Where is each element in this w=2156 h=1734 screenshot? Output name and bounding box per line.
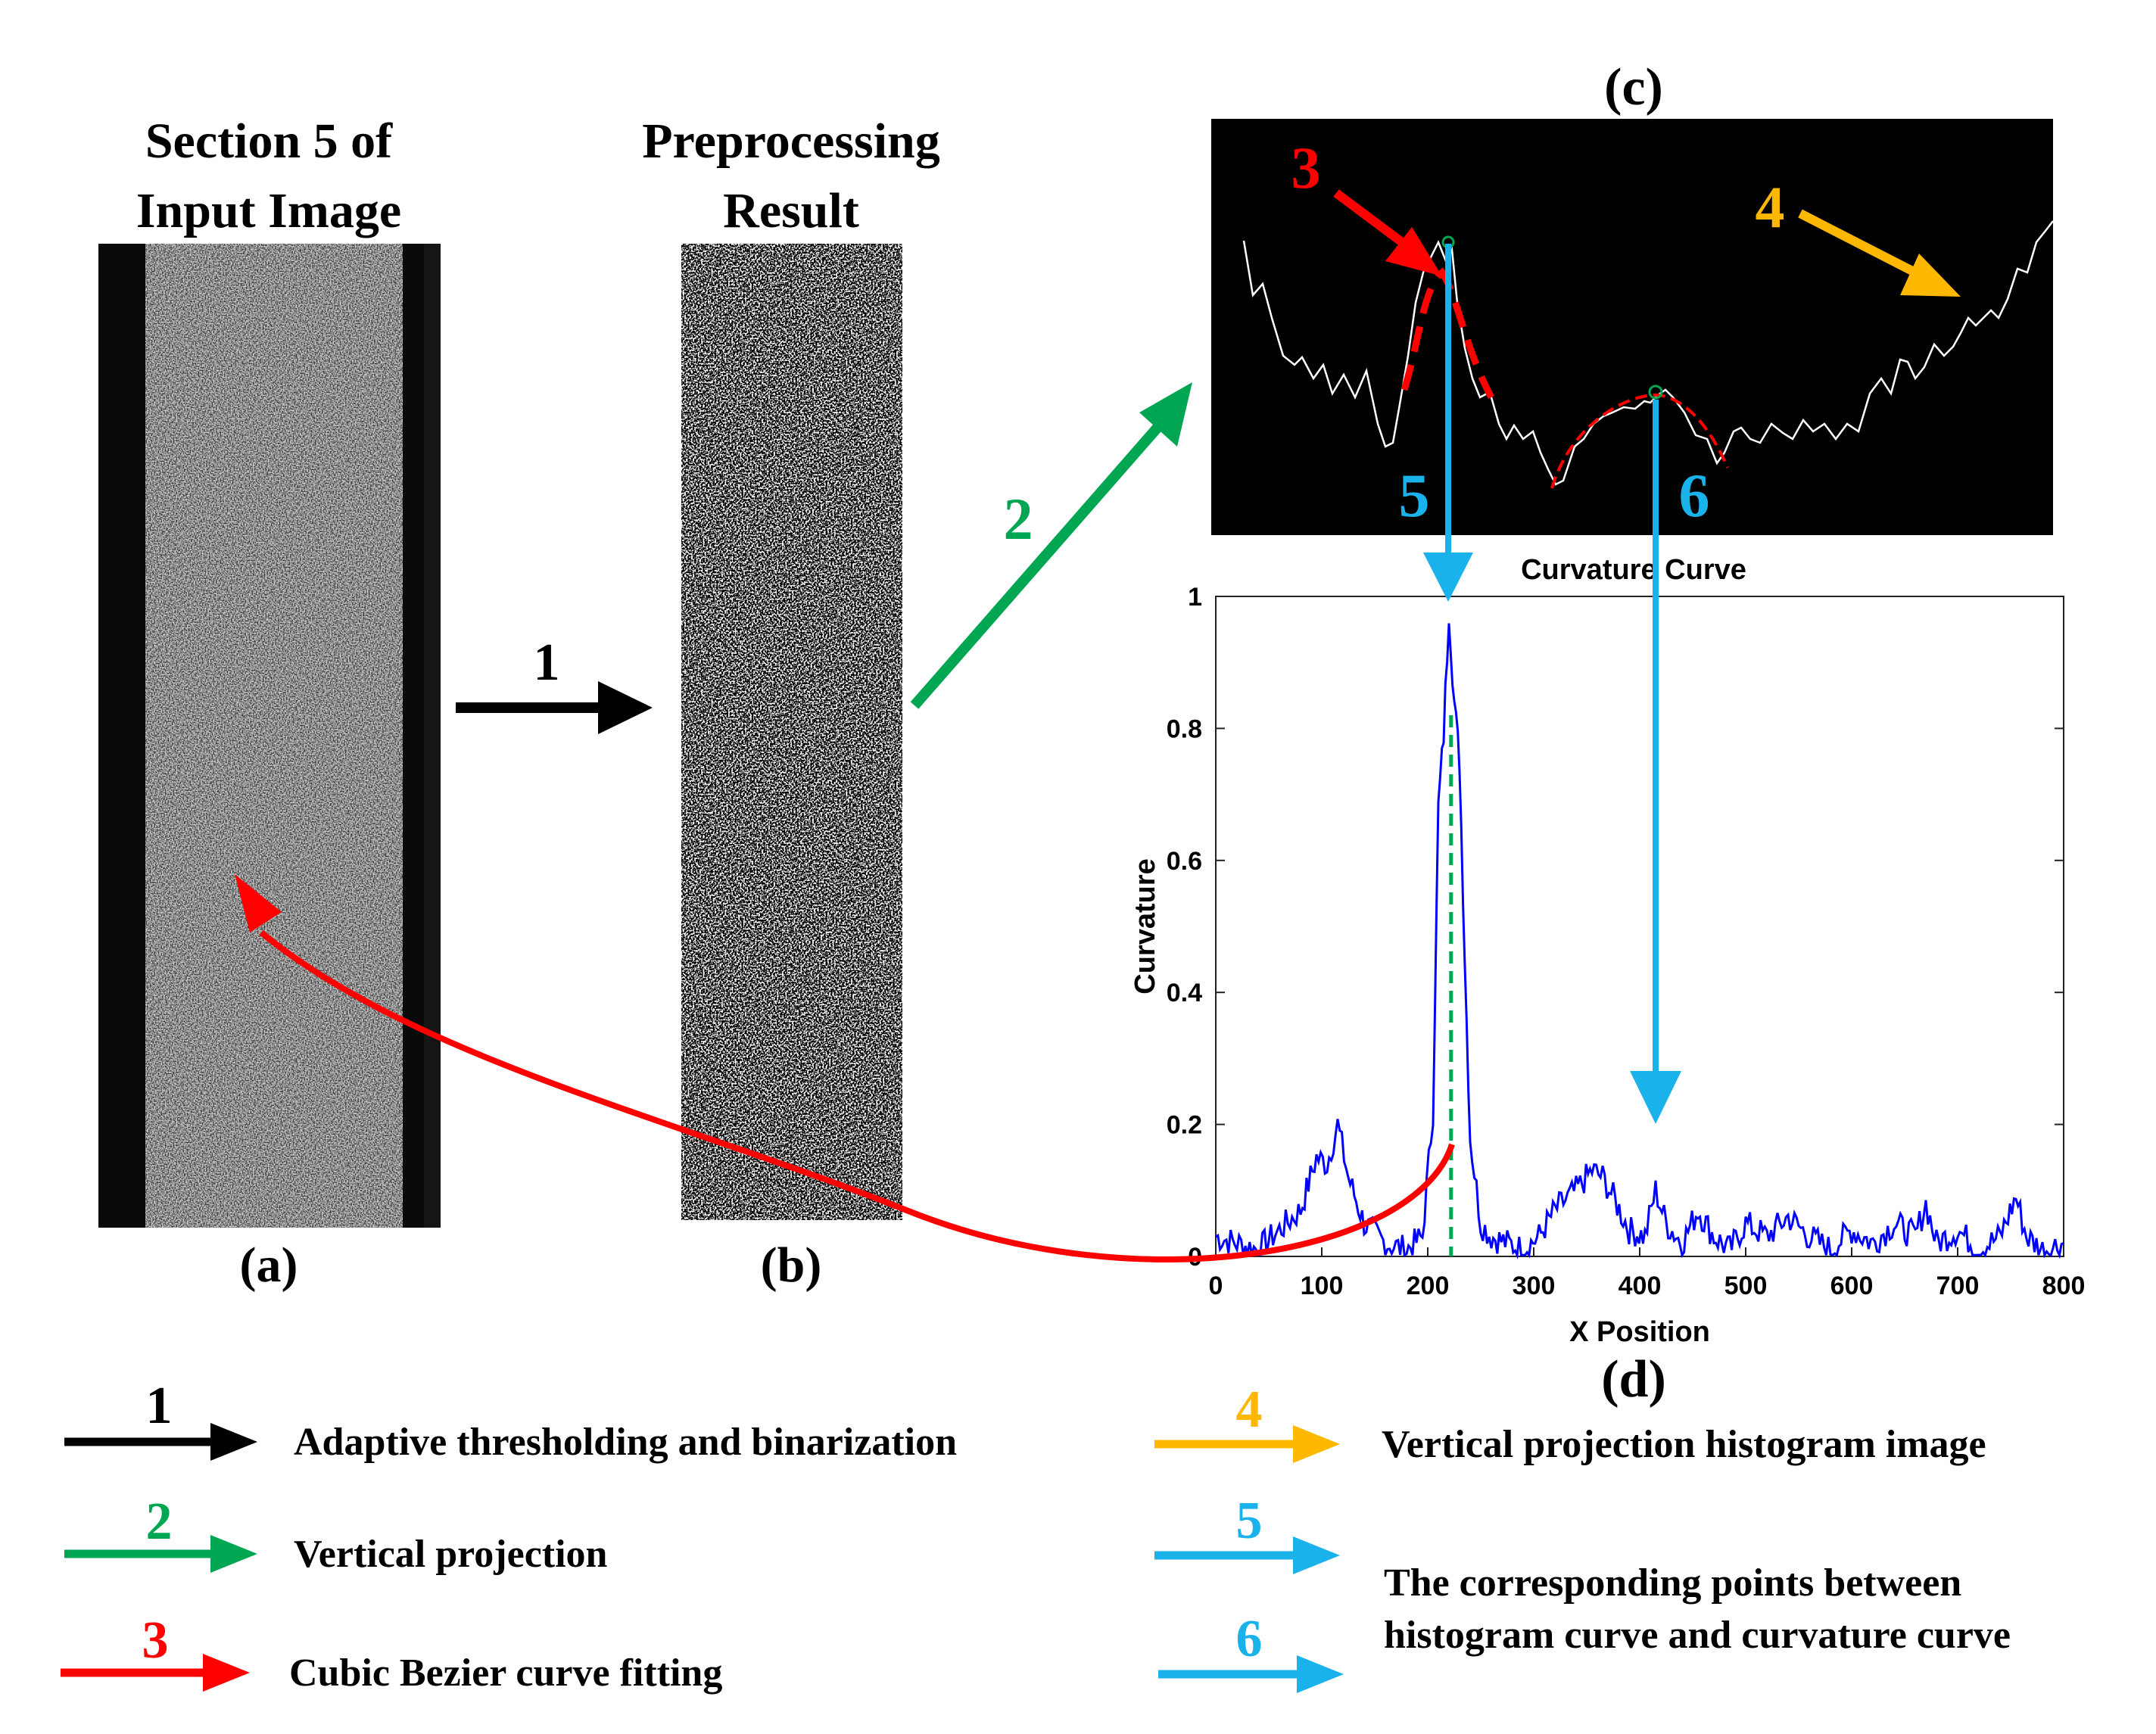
legend-56-text-line1: The corresponding points between bbox=[1384, 1561, 1961, 1605]
legend-item-2: 2 Vertical projection bbox=[64, 1493, 608, 1576]
x-tick-label: 800 bbox=[2042, 1272, 2086, 1300]
panel-b: Preprocessing Result (b) bbox=[642, 114, 940, 1293]
legend-item-5: 5 bbox=[1154, 1492, 1340, 1574]
y-tick-label: 1 bbox=[1188, 583, 1202, 612]
histogram-curve bbox=[1242, 220, 2054, 486]
legend-2-number: 2 bbox=[146, 1493, 173, 1551]
bezier-fit-peak-2 bbox=[1550, 393, 1729, 489]
arrow-2-number: 2 bbox=[1004, 486, 1033, 552]
arrow-step-2: 2 bbox=[910, 382, 1192, 709]
legend-6-number: 6 bbox=[1236, 1610, 1263, 1668]
x-tick-label: 500 bbox=[1724, 1272, 1768, 1300]
panel-c: (c) 3 4 5 6 bbox=[1211, 58, 2054, 535]
legend-5-number: 5 bbox=[1236, 1492, 1263, 1550]
legend-2-text: Vertical projection bbox=[294, 1533, 608, 1576]
chart-ylabel: Curvature bbox=[1129, 858, 1161, 995]
input-image bbox=[98, 244, 441, 1228]
histogram-image bbox=[1211, 119, 2053, 535]
panel-b-title-line1: Preprocessing bbox=[642, 114, 940, 169]
arrow-step-3: 3 bbox=[1291, 135, 1442, 276]
y-tick-label: 0.6 bbox=[1167, 847, 1202, 876]
x-tick-label: 100 bbox=[1301, 1272, 1344, 1300]
panel-d-label: (d) bbox=[1601, 1350, 1666, 1409]
chart-xlabel: X Position bbox=[1569, 1316, 1710, 1348]
arrow-step-5 bbox=[1423, 244, 1473, 602]
arrow-bezier-return bbox=[235, 874, 1455, 1262]
bezier-fit-peak-1 bbox=[1400, 267, 1494, 400]
x-tick-label: 700 bbox=[1936, 1272, 1980, 1300]
legend-3-number: 3 bbox=[142, 1611, 169, 1670]
panel-b-title-line2: Result bbox=[723, 183, 859, 238]
arrow-1-number: 1 bbox=[534, 634, 560, 692]
x-tick-label: 0 bbox=[1209, 1272, 1223, 1300]
legend-56-text-line2: histogram curve and curvature curve bbox=[1384, 1614, 2011, 1657]
x-tick-label: 300 bbox=[1513, 1272, 1556, 1300]
legend-item-4: 4 Vertical projection histogram image bbox=[1154, 1381, 1986, 1466]
binarized-image bbox=[681, 244, 902, 1220]
panel-a-title-line1: Section 5 of bbox=[145, 114, 393, 169]
legend-4-number: 4 bbox=[1236, 1381, 1263, 1439]
x-tick-label: 200 bbox=[1407, 1272, 1450, 1300]
panel-b-label: (b) bbox=[761, 1237, 822, 1293]
legend-3-text: Cubic Bezier curve fitting bbox=[289, 1652, 722, 1695]
x-tick-label: 400 bbox=[1619, 1272, 1662, 1300]
arrow-6-number: 6 bbox=[1679, 461, 1710, 530]
legend-1-text: Adaptive thresholding and binarization bbox=[294, 1421, 957, 1464]
y-tick-label: 0.4 bbox=[1167, 979, 1202, 1007]
peak-marker-2 bbox=[1648, 384, 1663, 400]
legend-item-1: 1 Adaptive thresholding and binarization bbox=[64, 1377, 957, 1464]
y-tick-label: 0.8 bbox=[1167, 714, 1202, 743]
arrow-step-4: 4 bbox=[1756, 174, 1961, 297]
panel-c-label: (c) bbox=[1604, 58, 1663, 117]
y-ticks: 00.20.40.60.81 bbox=[1167, 583, 2064, 1272]
arrow-5-number: 5 bbox=[1399, 461, 1430, 530]
curvature-chart: Curvature Curve 0 100 200 300 400 500 600 700 80… bbox=[1129, 554, 2085, 1409]
x-ticks: 0 100 200 300 400 500 600 700 800 bbox=[1209, 1247, 2086, 1300]
arrow-3-number: 3 bbox=[1291, 135, 1321, 201]
chart-title: Curvature Curve bbox=[1521, 554, 1746, 586]
legend-item-6: 6 bbox=[1158, 1610, 1344, 1693]
arrow-step-6 bbox=[1630, 400, 1681, 1124]
legend-4-text: Vertical projection histogram image bbox=[1382, 1423, 1986, 1466]
arrow-step-1: 1 bbox=[456, 634, 653, 734]
panel-a: Section 5 of Input Image (a) bbox=[98, 114, 441, 1293]
legend-item-3: 3 Cubic Bezier curve fitting bbox=[61, 1611, 722, 1695]
x-tick-label: 600 bbox=[1830, 1272, 1874, 1300]
curvature-series-line bbox=[1215, 623, 2064, 1260]
panel-a-label: (a) bbox=[240, 1237, 298, 1293]
panel-a-title-line2: Input Image bbox=[136, 183, 401, 238]
arrow-4-number: 4 bbox=[1756, 174, 1785, 240]
legend: 1 Adaptive thresholding and binarization… bbox=[61, 1377, 2011, 1695]
y-tick-label: 0.2 bbox=[1167, 1111, 1202, 1140]
legend-1-number: 1 bbox=[146, 1377, 173, 1435]
